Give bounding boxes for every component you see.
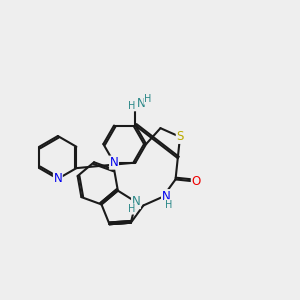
Text: H: H	[165, 200, 172, 210]
Text: N: N	[136, 97, 145, 110]
Text: N: N	[132, 196, 140, 208]
Text: H: H	[128, 101, 136, 111]
Text: H: H	[128, 204, 135, 214]
Text: S: S	[176, 130, 184, 143]
Text: H: H	[144, 94, 152, 104]
Text: O: O	[191, 175, 201, 188]
Text: N: N	[110, 156, 118, 169]
Text: N: N	[53, 172, 62, 185]
Text: N: N	[162, 190, 170, 202]
